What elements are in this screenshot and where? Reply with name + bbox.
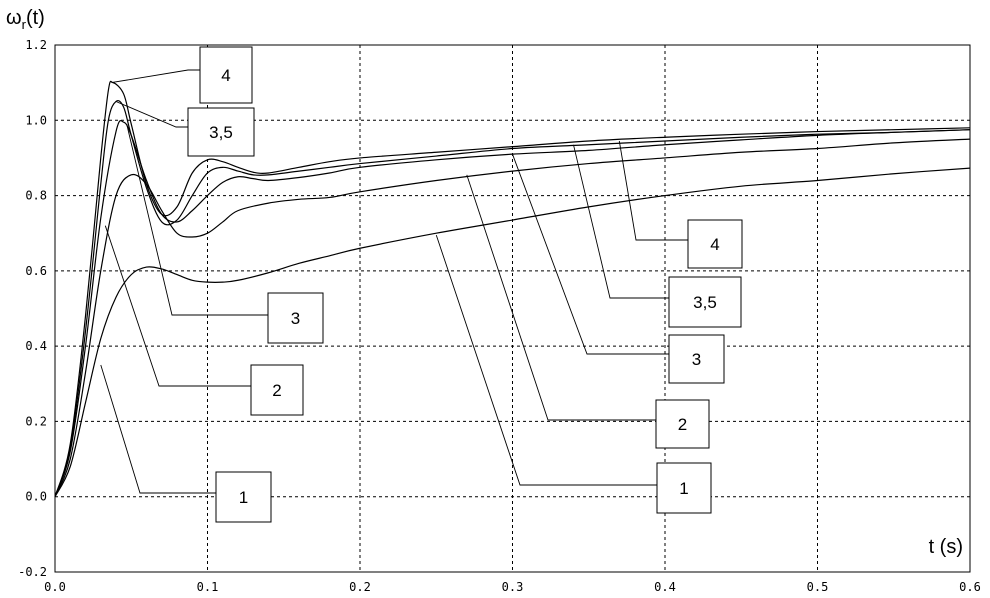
y-tick-label: 0.0	[25, 490, 47, 504]
series-line-3	[54, 120, 971, 497]
annotation-leader	[115, 101, 188, 128]
annotation-leader	[111, 69, 200, 84]
x-tick-label: 0.3	[502, 580, 524, 594]
annotation-leader	[435, 234, 657, 486]
annotation-box	[187, 107, 255, 157]
annotations: 4 3,5 3 2 1 4 3,5 3 2 1	[100, 46, 743, 523]
annotation-leader	[512, 154, 669, 355]
series-line-4	[54, 100, 971, 497]
annotation-box	[215, 471, 272, 523]
plot-frame	[54, 44, 971, 573]
y-tick-label: 1.2	[25, 38, 47, 52]
annotation-box	[656, 462, 712, 514]
annotation-label: 3	[291, 309, 300, 328]
x-tick-label: 0.0	[44, 580, 66, 594]
annotation-box	[687, 219, 743, 269]
series-line-5	[54, 80, 971, 497]
series-lines	[54, 80, 971, 497]
y-tick-label: 0.6	[25, 264, 47, 278]
annotation-label: 1	[239, 488, 248, 507]
annotation-label: 3	[692, 350, 701, 369]
x-tick-label: 0.5	[807, 580, 829, 594]
annotation-box	[655, 399, 710, 449]
annotation-leader	[466, 174, 656, 421]
annotation-box	[199, 46, 253, 104]
annotation-label: 4	[221, 66, 230, 85]
annotation-label: 1	[679, 479, 688, 498]
x-axis-title: t (s)	[929, 536, 963, 558]
annotation-box	[668, 276, 742, 328]
y-tick-label: 0.2	[25, 414, 47, 428]
series-line-2	[54, 138, 971, 497]
x-tick-label: 0.2	[349, 580, 371, 594]
annotation-leader	[126, 123, 268, 316]
annotation-label: 3,5	[693, 293, 717, 312]
x-tick-label: 0.4	[654, 580, 676, 594]
annotation-label: 4	[710, 235, 719, 254]
annotation-label: 3,5	[209, 123, 233, 142]
y-tick-label: 0.4	[25, 339, 47, 353]
annotation-leader	[100, 364, 216, 494]
x-tick-label: 0.1	[197, 580, 219, 594]
annotation-box	[668, 334, 725, 384]
annotation-box	[267, 292, 324, 344]
y-axis-title: ωr(t)	[6, 7, 45, 32]
annotation-leader	[618, 140, 688, 241]
annotation-label: 2	[678, 415, 687, 434]
y-tick-label: 0.8	[25, 189, 47, 203]
series-line-1	[54, 167, 971, 497]
annotation-leader	[104, 225, 251, 387]
y-tick-label: -0.2	[18, 565, 47, 579]
x-tick-label: 0.6	[959, 580, 981, 594]
annotation-box	[250, 364, 304, 416]
y-tick-label: 1.0	[25, 113, 47, 127]
annotation-leader	[573, 144, 669, 299]
annotation-label: 2	[272, 381, 281, 400]
tick-labels: 0.0 0.1 0.2 0.3 0.4 0.5 0.6-0.20.00.20.40.60.8…	[18, 38, 981, 594]
